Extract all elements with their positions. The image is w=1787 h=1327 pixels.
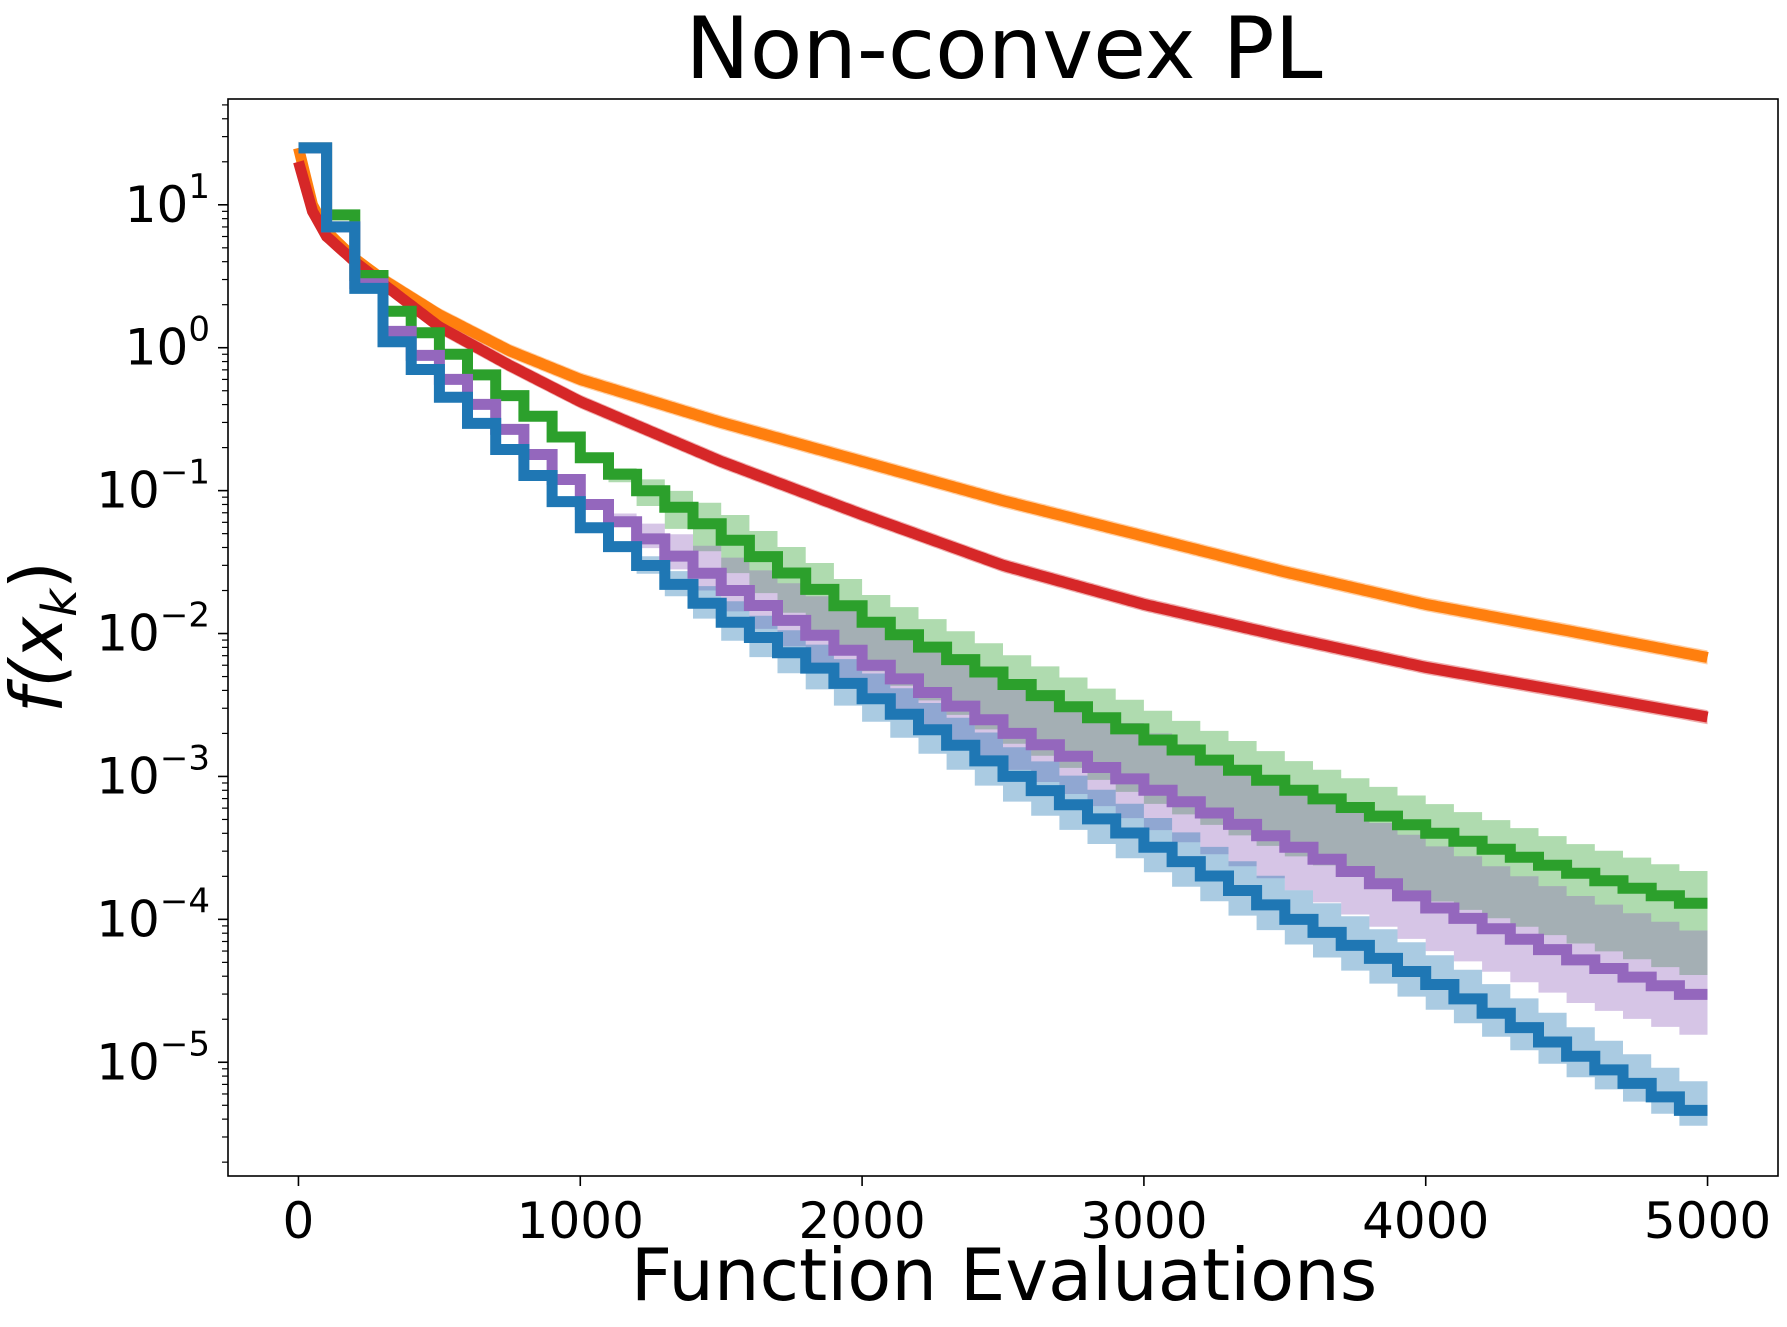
x-tick-label: 0 — [283, 1192, 315, 1250]
x-axis: 0 1000 2000 3000 4000 5000 — [283, 1176, 1771, 1250]
series-lines — [293, 142, 1709, 1116]
series-3-band — [298, 147, 1708, 975]
x-tick-label: 1000 — [517, 1192, 644, 1250]
x-tick-label: 2000 — [798, 1192, 925, 1250]
y-axis-label-close: ) — [0, 561, 79, 589]
chart-title: Non-convex PL — [685, 0, 1322, 99]
series-3-line — [298, 142, 1708, 909]
series-1-line — [293, 146, 1709, 663]
y-tick-label: 10−5 — [96, 1024, 210, 1091]
y-tick-label: 100 — [125, 310, 210, 377]
x-tick-label: 5000 — [1644, 1192, 1771, 1250]
y-axis-label-main: f(x — [0, 616, 79, 713]
y-tick-label: 10−3 — [96, 738, 210, 805]
series-5-band — [298, 147, 1708, 1126]
y-axis: 10−5 10−4 10−3 10−2 10−1 100 101 — [96, 104, 228, 1163]
x-tick-label: 3000 — [1080, 1192, 1207, 1250]
y-tick-label: 10−1 — [96, 453, 210, 520]
confidence-bands — [298, 140, 1708, 1126]
y-tick-label: 101 — [125, 167, 210, 234]
y-axis-label: f(xk) — [0, 561, 88, 713]
y-axis-label-subscript: k — [32, 587, 88, 617]
series-4-line — [298, 142, 1708, 1000]
series-5-line — [298, 142, 1708, 1116]
x-axis-label: Function Evaluations — [631, 1233, 1378, 1317]
y-tick-label: 10−4 — [96, 881, 210, 948]
y-tick-label: 10−2 — [96, 596, 210, 663]
series-4-band — [298, 147, 1708, 1035]
svg-text:f(xk): f(xk) — [0, 561, 88, 713]
x-tick-label: 4000 — [1362, 1192, 1489, 1250]
plot-frame — [227, 98, 1779, 1177]
series-2-line — [293, 160, 1709, 723]
